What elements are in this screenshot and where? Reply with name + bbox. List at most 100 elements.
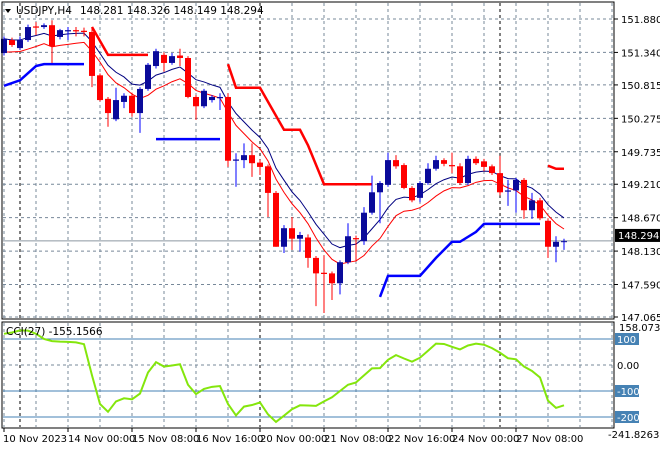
time-label: 22 Nov 16:00: [388, 434, 455, 445]
candle: [65, 27, 71, 41]
price-tick-label: 149.735: [621, 148, 660, 159]
price-tick-label: 147.590: [621, 281, 660, 292]
candle-body: [281, 228, 287, 247]
candle-body: [1, 38, 7, 54]
candle-body: [121, 95, 127, 102]
cci-pane: 100 0.00 -100 -200 158.0738 -241.8263: [3, 323, 660, 441]
stop-line-red: [226, 63, 372, 186]
candle-body: [361, 212, 367, 242]
candle: [313, 256, 319, 307]
candle: [529, 192, 535, 219]
candle-body: [89, 31, 95, 76]
candle: [465, 155, 471, 185]
candle-body: [537, 200, 543, 219]
candle-body: [81, 30, 87, 32]
candle: [73, 27, 79, 37]
candle: [545, 218, 551, 258]
candle-body: [153, 51, 159, 67]
time-label: 27 Nov 08:00: [516, 434, 583, 445]
candle-body: [553, 241, 559, 247]
candle: [561, 238, 567, 250]
candle-body: [33, 26, 39, 28]
candle: [553, 236, 559, 263]
candle-body: [129, 95, 135, 114]
candle: [353, 235, 359, 262]
candle-body: [225, 96, 231, 161]
cci-level-badge: [615, 333, 639, 345]
candle-body: [185, 57, 191, 97]
candle-body: [409, 187, 415, 201]
cci-level-label: -100: [617, 387, 640, 398]
candle: [185, 56, 191, 99]
candle: [193, 95, 199, 120]
candle: [113, 87, 119, 122]
price-tick-label: 149.210: [621, 180, 660, 191]
candle-body: [321, 272, 327, 274]
candle-body: [273, 192, 279, 247]
candle-body: [433, 160, 439, 169]
candle: [81, 27, 87, 37]
candle-body: [513, 179, 519, 191]
ohlc-values: 148.281 148.326 148.149 148.294: [80, 5, 264, 17]
candle-body: [313, 257, 319, 274]
cci-level-badge: [615, 411, 639, 423]
candle-body: [257, 162, 263, 167]
chart-header: USDJPY,H4 148.281 148.326 148.149 148.294: [16, 5, 264, 17]
candle: [361, 207, 367, 245]
candle-body: [265, 166, 271, 193]
candle: [401, 163, 407, 190]
candle: [201, 88, 207, 109]
candles: [1, 20, 567, 313]
candle: [321, 255, 327, 313]
time-label: 20 Nov 00:00: [260, 434, 327, 445]
candle: [305, 234, 311, 268]
candle-body: [137, 88, 143, 114]
candle: [417, 181, 423, 203]
candle-body: [177, 55, 183, 58]
axes: 151.880 151.340 150.815 150.275 149.735 149.2…: [3, 15, 660, 445]
candle: [297, 231, 303, 252]
current-price-badge: [615, 228, 660, 242]
stop-line-red: [90, 26, 148, 57]
time-label: 10 Nov 2023: [3, 434, 67, 445]
stop-lines: [3, 26, 564, 298]
candle-body: [345, 236, 351, 263]
candle: [89, 27, 95, 88]
candle-body: [457, 166, 463, 184]
candle-body: [249, 155, 255, 164]
candle: [377, 181, 383, 224]
candle: [337, 260, 343, 295]
time-label: 16 Nov 16:00: [196, 434, 263, 445]
symbol-menu-triangle-icon[interactable]: [5, 9, 11, 13]
candle: [169, 53, 175, 65]
candle-body: [505, 190, 511, 192]
candle: [105, 96, 111, 127]
candle: [129, 92, 135, 117]
candle: [161, 52, 167, 72]
candle-body: [545, 220, 551, 247]
candle: [537, 197, 543, 221]
candle: [241, 143, 247, 169]
candle: [289, 217, 295, 250]
candle-body: [297, 234, 303, 239]
price-tick-label: 151.880: [621, 15, 660, 26]
candle-body: [521, 179, 527, 211]
candle: [449, 152, 455, 174]
cci-level-badge: [615, 385, 639, 397]
candle-body: [49, 25, 55, 47]
candle-body: [233, 159, 239, 161]
price-tick-label: 148.670: [621, 214, 660, 225]
candle: [249, 143, 255, 177]
cci-level-label: 100: [617, 335, 636, 346]
cci-level-label: -200: [617, 413, 640, 424]
time-label: 24 Nov 00:00: [452, 434, 519, 445]
candle: [97, 73, 103, 102]
price-tick-label: 151.340: [621, 48, 660, 59]
candle-body: [353, 238, 359, 240]
candle: [273, 191, 279, 247]
candle: [409, 186, 415, 203]
cci-min-label: -241.8263: [608, 430, 659, 441]
candle-body: [417, 183, 423, 198]
candle: [473, 156, 479, 166]
